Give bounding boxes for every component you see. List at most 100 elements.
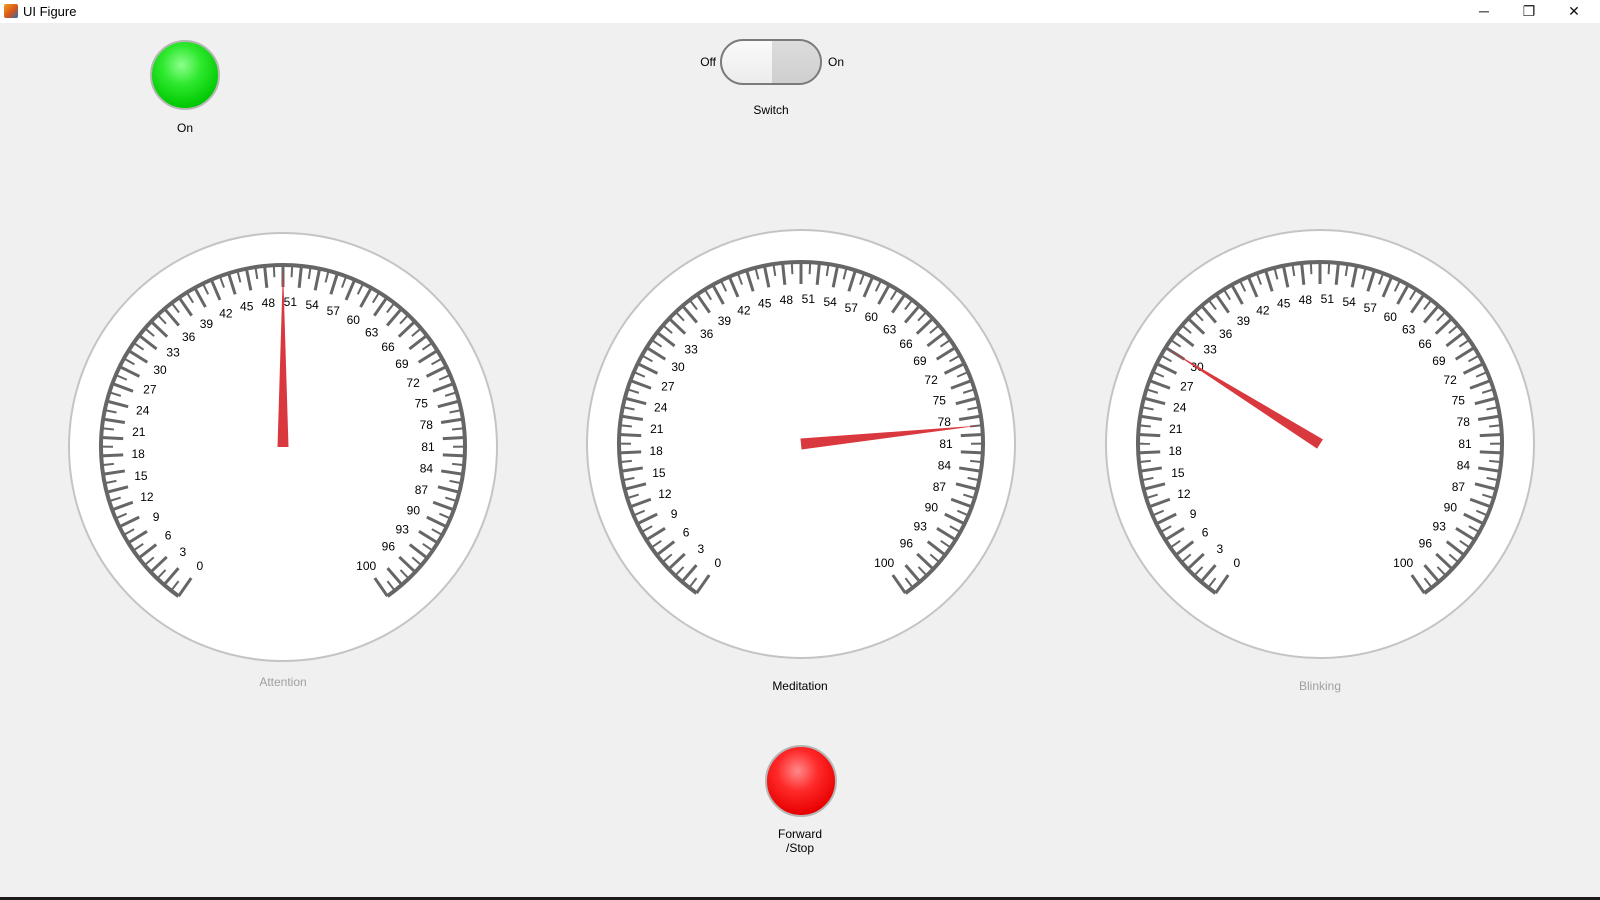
window-titlebar: UI Figure ─ ❐ ✕ xyxy=(0,0,1600,23)
gauge-2-minor-tick xyxy=(1436,566,1447,577)
gauge-2-minor-tick xyxy=(1361,267,1367,280)
gauge-1-minor-tick xyxy=(633,371,646,378)
gauge-2-tick-label: 39 xyxy=(1237,314,1251,328)
gauge-1-tick-label: 63 xyxy=(883,322,897,336)
gauge-1-minor-tick xyxy=(949,354,961,363)
gauge-0-major-tick xyxy=(442,453,465,458)
minimize-button[interactable]: ─ xyxy=(1479,3,1489,19)
gauge-2-tick-label: 72 xyxy=(1443,373,1457,387)
status-lamp-on xyxy=(150,40,220,110)
gauge-0-major-tick xyxy=(385,307,403,327)
gauge-0-major-tick xyxy=(386,567,404,586)
gauge-1-major-tick xyxy=(944,512,966,526)
gauge-1-major-tick xyxy=(645,527,666,542)
gauge-2-major-tick xyxy=(1138,450,1161,455)
window-title: UI Figure xyxy=(23,4,77,19)
gauge-0-minor-tick xyxy=(156,314,167,325)
gauge-2-minor-tick xyxy=(1393,280,1401,292)
gauge-2-major-tick xyxy=(1186,552,1205,571)
gauge-0-major-tick xyxy=(418,530,439,545)
gauge-2-minor-tick xyxy=(1423,577,1433,589)
gauge-1-tick-label: 0 xyxy=(714,556,721,570)
gauge-1-minor-tick xyxy=(889,288,899,301)
gauge-2-minor-tick xyxy=(1448,553,1460,563)
gauge-2-tick-label: 93 xyxy=(1433,520,1447,534)
gauge-1-tick-label: 48 xyxy=(780,293,794,307)
gauge-1-minor-tick xyxy=(622,406,635,411)
gauge-2-major-tick xyxy=(1423,564,1441,583)
gauge-1-minor-tick xyxy=(874,280,882,292)
close-button[interactable]: ✕ xyxy=(1568,3,1580,19)
gauge-2-minor-tick xyxy=(1486,406,1499,411)
gauge-0-minor-tick xyxy=(156,569,167,580)
gauge-0-major-tick xyxy=(408,334,428,351)
switch-thumb[interactable] xyxy=(722,41,775,83)
gauge-0-tick-label: 9 xyxy=(153,510,160,524)
gauge-2-major-tick xyxy=(1434,317,1453,335)
gauge-1-minor-tick xyxy=(651,339,663,348)
gauge-0-major-tick xyxy=(101,453,124,458)
gauge-1-major-tick xyxy=(619,432,642,438)
gauge-2-major-tick xyxy=(1463,512,1485,526)
gauge-0-major-tick xyxy=(432,382,455,393)
gauge-2-major-tick xyxy=(1246,276,1259,298)
gauge-1-minor-tick xyxy=(940,539,952,549)
gauge-2-needle xyxy=(1167,348,1323,449)
gauge-2-tick-label: 87 xyxy=(1452,480,1466,494)
gauge-2-tick-label: 15 xyxy=(1171,466,1185,480)
gauge-0-minor-tick xyxy=(324,270,330,283)
gauge-0-major-tick xyxy=(426,515,448,529)
gauge-1-tick-label: 36 xyxy=(700,327,714,341)
gauge-1-tick-label: 57 xyxy=(845,301,859,315)
gauge-2-major-tick xyxy=(1350,265,1359,288)
gauge-0-major-tick xyxy=(442,435,465,441)
maximize-button[interactable]: ❐ xyxy=(1522,3,1536,19)
gauge-2-major-tick xyxy=(1454,346,1476,361)
gauge-2-tick-label: 63 xyxy=(1402,322,1416,336)
gauge-1-tick-label: 18 xyxy=(649,444,663,458)
toggle-switch[interactable] xyxy=(720,39,822,85)
gauge-2-major-tick xyxy=(1199,564,1217,583)
gauge-2-minor-tick xyxy=(1448,324,1459,334)
gauge-1-minor-tick xyxy=(688,577,698,589)
gauge-1-minor-tick xyxy=(842,267,848,280)
gauge-0-major-tick xyxy=(297,265,303,288)
gauge-1-tick-label: 6 xyxy=(683,525,690,539)
gauge-2-major-tick xyxy=(1138,432,1161,438)
gauge-2-minor-tick xyxy=(1207,577,1217,589)
gauge-2-major-tick xyxy=(1148,379,1171,390)
gauge-0-major-tick xyxy=(440,469,464,476)
gauge-0-minor-tick xyxy=(115,374,128,381)
gauge-2-minor-tick xyxy=(1408,288,1418,301)
gauge-0-tick-label: 60 xyxy=(347,313,361,327)
gauge-1-minor-tick xyxy=(619,459,632,464)
gauge-2-minor-tick xyxy=(1255,272,1262,285)
gauge-2-major-tick xyxy=(1174,540,1195,557)
gauge-0-minor-tick xyxy=(399,314,410,325)
gauge-2-major-tick xyxy=(1214,293,1230,314)
gauge-2-minor-tick xyxy=(1475,371,1488,378)
gauge-0-minor-tick xyxy=(386,302,396,314)
gauge-0-major-tick xyxy=(137,543,158,560)
gauge-0-major-tick xyxy=(118,515,140,529)
gauge-2-major-tick xyxy=(1479,432,1502,438)
gauge-0-major-tick xyxy=(177,296,193,317)
gauge-1-minor-tick xyxy=(904,299,914,311)
gauge-2-major-tick xyxy=(1469,497,1492,509)
gauge-2-major-tick xyxy=(1143,396,1166,406)
gauge-1-tick-label: 75 xyxy=(933,393,947,407)
gauge-0-tick-label: 72 xyxy=(406,376,420,390)
gauge-0-minor-tick xyxy=(341,275,348,288)
gauge-1-major-tick xyxy=(960,450,983,455)
gauge-2-major-tick xyxy=(1175,331,1195,348)
gauge-1-major-tick xyxy=(926,540,947,557)
gauge-0-minor-tick xyxy=(438,512,451,520)
gauge-1-major-tick xyxy=(955,482,978,491)
gauge-1-minor-tick xyxy=(674,311,685,322)
switch-track-right xyxy=(772,41,820,83)
gauge-2-tick-label: 27 xyxy=(1180,380,1194,394)
gauge-0-major-tick xyxy=(102,469,126,476)
gauge-1-minor-tick xyxy=(674,566,685,577)
gauge-1-major-tick xyxy=(935,346,957,361)
